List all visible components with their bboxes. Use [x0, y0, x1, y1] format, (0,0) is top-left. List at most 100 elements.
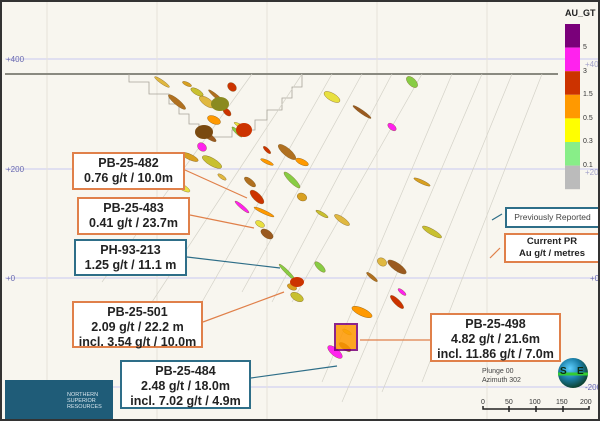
hole-id: PH-93-213	[100, 243, 161, 257]
intercept-segment	[249, 189, 265, 205]
elevation-label-200-right: +200	[585, 168, 599, 177]
intercept-segment	[314, 261, 326, 273]
intercept-segment	[323, 91, 341, 103]
intercept-segment	[283, 171, 301, 189]
scale-label: 150	[556, 399, 568, 406]
intercept: 0.76 g/t / 10.0m	[84, 171, 173, 185]
legend-label: 3	[583, 68, 587, 75]
intercept-segment	[168, 94, 186, 110]
elevation-label-0-right: +0	[590, 274, 600, 283]
legend-title: AU_GT	[565, 8, 596, 18]
legend-swatch	[565, 94, 580, 119]
intercept-segment	[422, 225, 442, 239]
intercept-segment	[297, 192, 307, 202]
intercept-segment	[263, 146, 271, 154]
callout-pb-25-482: PB-25-482 0.76 g/t / 10.0m	[72, 152, 185, 190]
intercept-segment	[334, 323, 358, 351]
drillhole-trace	[201, 73, 333, 303]
scale-bar	[482, 406, 590, 412]
intercept: 2.09 g/t / 22.2 m	[91, 320, 184, 334]
intercept-segment	[236, 123, 252, 137]
included-intercept: incl. 7.02 g/t / 4.9m	[130, 394, 241, 408]
elevation-label-400: +400	[6, 55, 25, 64]
callout-pb-25-483: PB-25-483 0.41 g/t / 23.7m	[77, 197, 190, 235]
intercept-segment	[255, 220, 265, 228]
company-logo: NORTHERN SUPERIOR RESOURCES	[5, 380, 113, 419]
intercept-segment	[413, 177, 431, 187]
au-gt-legend-bar	[565, 24, 580, 190]
drillhole-trace	[341, 73, 483, 403]
drillhole-trace	[241, 73, 363, 293]
key-previous-swatch	[491, 213, 503, 221]
hole-id: PB-25-483	[103, 201, 164, 215]
key-current-title: Current PR	[526, 236, 578, 247]
intercept-segment	[182, 81, 192, 87]
key-current-units: Au g/t / metres	[519, 248, 585, 259]
intercept-segment	[202, 155, 222, 169]
intercept-segment	[211, 97, 229, 111]
intercept-segment	[244, 176, 256, 188]
intercept-segment	[253, 206, 275, 218]
intercept-segment	[195, 125, 213, 139]
drillhole-trace	[291, 73, 423, 303]
drillhole-trace	[271, 73, 393, 303]
intercept-segment	[351, 306, 373, 318]
callout-pb-25-484: PB-25-484 2.48 g/t / 18.0m incl. 7.02 g/t …	[120, 360, 251, 409]
legend-swatch	[565, 142, 580, 166]
included-intercept: incl. 11.86 g/t / 7.0m	[437, 347, 554, 361]
intercept-segment	[334, 214, 350, 226]
intercept-segment	[260, 228, 274, 240]
callout-pb-25-501: PB-25-501 2.09 g/t / 22.2 m incl. 3.54 g/t…	[72, 301, 203, 349]
intercept-segment	[290, 277, 304, 287]
azimuth-label: Azimuth 302	[482, 377, 521, 384]
intercept-segment	[290, 292, 304, 302]
drillhole-trace	[381, 73, 513, 393]
legend-swatch	[565, 165, 580, 190]
key-previously-reported: Previously Reported	[505, 207, 598, 228]
legend-label: 0.3	[583, 138, 593, 145]
included-intercept: incl. 3.54 g/t / 10.0m	[78, 335, 197, 349]
intercept-segment	[260, 158, 274, 166]
intercept-segment	[227, 82, 237, 92]
callout-leader	[202, 291, 285, 323]
intercept-segment	[295, 157, 309, 167]
hole-id: PB-25-482	[98, 156, 159, 170]
intercept: 2.48 g/t / 18.0m	[141, 379, 230, 393]
callout-leader	[189, 214, 255, 229]
intercept-segment	[197, 142, 207, 152]
key-current-pr: Current PR Au g/t / metres	[504, 233, 598, 263]
scale-label: 100	[529, 399, 541, 406]
intercept-segment	[234, 200, 250, 214]
compass-e: E	[577, 366, 584, 377]
intercept-segment	[387, 122, 397, 132]
pit-outline	[128, 74, 303, 138]
legend-swatch	[565, 118, 580, 142]
intercept-segment	[190, 87, 204, 97]
intercept: 1.25 g/t / 11.1 m	[84, 258, 177, 272]
callout-ph-93-213: PH-93-213 1.25 g/t / 11.1 m	[74, 239, 187, 276]
intercept-segment	[366, 272, 378, 282]
intercept: 0.41 g/t / 23.7m	[89, 216, 178, 230]
intercept-segment	[377, 257, 387, 267]
legend-label: 0.1	[583, 162, 593, 169]
hole-id: PB-25-498	[465, 317, 526, 331]
callout-leader	[184, 169, 248, 199]
intercept-segment	[278, 144, 296, 160]
callout-pb-25-498: PB-25-498 4.82 g/t / 21.6m incl. 11.86 g/t…	[430, 313, 561, 362]
callout-leader	[250, 365, 338, 379]
compass-s: S	[560, 366, 567, 377]
callout-leaders	[184, 169, 430, 379]
scale-label: 50	[505, 399, 513, 406]
legend-label: 0.5	[583, 115, 593, 122]
callout-leader	[186, 256, 281, 269]
intercept-segment	[217, 173, 227, 181]
intercept-segment	[406, 76, 418, 88]
legend-swatch	[565, 24, 580, 48]
elevation-label-400-right: +400	[585, 60, 599, 69]
elevation-label-200: +200	[6, 165, 25, 174]
scale-label: 200	[580, 399, 592, 406]
intercept-segment	[315, 210, 329, 218]
intercept-segment	[352, 105, 372, 119]
logo-text: NORTHERN SUPERIOR RESOURCES	[67, 392, 102, 410]
